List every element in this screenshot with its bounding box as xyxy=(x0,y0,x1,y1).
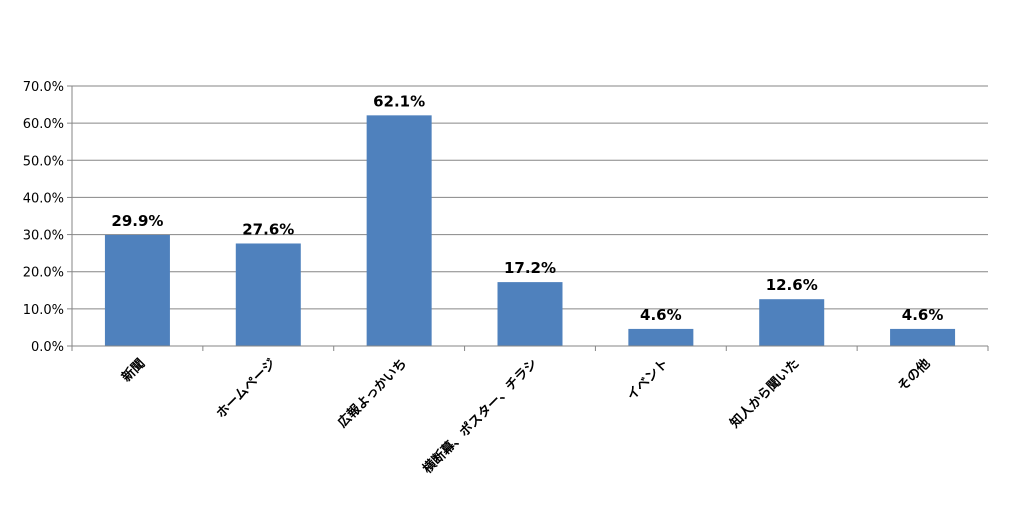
bar xyxy=(628,328,694,346)
axes xyxy=(71,86,989,351)
data-label: 29.9% xyxy=(111,212,163,230)
data-label: 62.1% xyxy=(373,92,425,110)
bar xyxy=(104,234,170,346)
bar xyxy=(759,299,825,346)
y-tick-label: 70.0% xyxy=(23,80,64,95)
category-label: ホームページ xyxy=(214,356,279,421)
category-label: 横断幕、ポスター、チラシ xyxy=(419,356,540,477)
data-labels: 29.9% 27.6% 62.1% 17.2% 4.6% 12.6% 4.6% xyxy=(111,92,943,324)
category-label: 知人から聞いた xyxy=(727,356,803,432)
data-label: 4.6% xyxy=(640,306,682,324)
category-label: その他 xyxy=(894,356,933,395)
bar xyxy=(366,115,432,346)
data-label: 27.6% xyxy=(242,220,294,238)
gridlines xyxy=(72,85,988,310)
y-tick-label: 20.0% xyxy=(23,266,64,281)
data-label: 4.6% xyxy=(902,306,944,324)
y-tick-label: 10.0% xyxy=(23,303,64,318)
y-tick-label: 40.0% xyxy=(23,191,64,206)
y-tick-label: 60.0% xyxy=(23,117,64,132)
bar xyxy=(497,282,563,346)
data-label: 17.2% xyxy=(504,259,556,277)
y-tick-label: 50.0% xyxy=(23,154,64,169)
bars xyxy=(104,115,956,346)
category-label: 広報よっかいち xyxy=(335,356,410,431)
y-tick-label: 0.0% xyxy=(31,340,64,355)
bar xyxy=(890,328,956,346)
x-axis-categories: 新聞 ホームページ 広報よっかいち 横断幕、ポスター、チラシ イベント 知人から聞いた その… xyxy=(119,356,934,477)
data-label: 12.6% xyxy=(766,276,818,294)
category-label: イベント xyxy=(624,356,671,403)
bar xyxy=(235,243,301,346)
category-label: 新聞 xyxy=(119,356,149,386)
y-axis-ticks: 0.0% 10.0% 20.0% 30.0% 40.0% 50.0% 60.0% 70.0% xyxy=(23,80,72,355)
y-tick-label: 30.0% xyxy=(23,229,64,244)
